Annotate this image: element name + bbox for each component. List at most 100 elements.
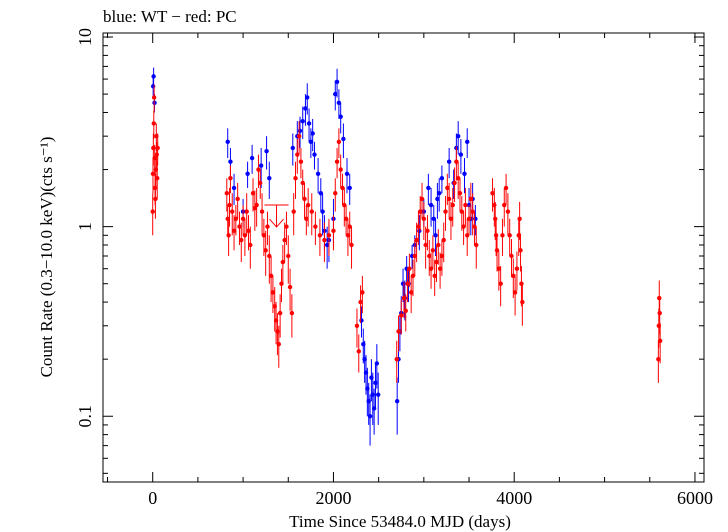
data-point bbox=[315, 171, 321, 176]
data-point bbox=[437, 266, 443, 271]
data-point bbox=[338, 167, 343, 172]
data-point bbox=[151, 95, 157, 100]
data-point bbox=[249, 155, 255, 161]
data-point bbox=[276, 341, 281, 347]
data-point bbox=[309, 209, 314, 214]
data-point bbox=[500, 233, 505, 238]
data-point bbox=[374, 361, 380, 366]
data-point bbox=[356, 349, 361, 354]
data-point bbox=[233, 216, 239, 221]
data-point bbox=[466, 216, 472, 221]
data-point bbox=[349, 242, 354, 248]
data-point bbox=[334, 79, 340, 85]
data-point bbox=[358, 299, 363, 305]
data-point bbox=[286, 253, 291, 259]
data-point bbox=[459, 209, 464, 214]
x-axis-title: Time Since 53484.0 MJD (days) bbox=[289, 512, 511, 531]
data-point bbox=[457, 191, 463, 196]
data-point bbox=[401, 295, 407, 301]
data-point bbox=[468, 196, 474, 202]
data-point bbox=[445, 185, 450, 191]
data-point bbox=[295, 152, 300, 157]
data-point bbox=[446, 196, 452, 202]
data-point bbox=[268, 273, 274, 279]
data-point bbox=[310, 131, 315, 136]
data-point bbox=[502, 202, 507, 208]
data-point bbox=[520, 299, 525, 305]
data-point bbox=[155, 176, 160, 181]
data-point bbox=[492, 202, 497, 208]
data-point bbox=[461, 224, 466, 229]
data-point bbox=[340, 185, 345, 191]
data-point bbox=[306, 121, 312, 126]
data-point bbox=[224, 191, 230, 196]
data-point bbox=[428, 202, 434, 208]
data-point bbox=[336, 139, 342, 145]
data-point bbox=[419, 196, 425, 202]
data-point bbox=[258, 163, 264, 168]
axis-tick-labels: 0 2000 4000 6000 0.1 1 10 bbox=[75, 28, 713, 508]
data-point bbox=[405, 281, 410, 286]
data-point bbox=[154, 152, 159, 157]
data-point bbox=[336, 100, 342, 105]
data-point bbox=[425, 228, 430, 234]
y-axis-title: Count Rate (0.3−10.0 keV)(cts s⁻¹) bbox=[37, 137, 56, 378]
data-point bbox=[333, 191, 338, 196]
data-point bbox=[237, 224, 242, 229]
data-point bbox=[300, 118, 305, 124]
data-point bbox=[300, 180, 305, 186]
data-point bbox=[414, 237, 419, 243]
data-point bbox=[434, 259, 439, 265]
data-point bbox=[282, 237, 287, 243]
data-point bbox=[465, 139, 470, 145]
plot-frame bbox=[102, 32, 705, 483]
data-point bbox=[280, 259, 286, 265]
data-point bbox=[254, 202, 259, 208]
data-point bbox=[230, 209, 235, 214]
y-tick-label: 1 bbox=[75, 222, 95, 231]
data-point bbox=[367, 414, 373, 419]
x-tick-label: 4000 bbox=[496, 488, 532, 508]
data-point bbox=[153, 196, 158, 202]
data-point bbox=[417, 228, 422, 234]
data-point bbox=[474, 242, 479, 248]
data-point bbox=[431, 216, 436, 221]
data-point bbox=[322, 237, 327, 243]
y-tick-label: 0.1 bbox=[75, 405, 95, 428]
data-point bbox=[436, 191, 442, 196]
data-point bbox=[287, 284, 293, 290]
x-tick-label: 6000 bbox=[677, 488, 713, 508]
data-point bbox=[360, 290, 365, 295]
data-point bbox=[151, 74, 156, 79]
data-point bbox=[657, 310, 662, 316]
data-point bbox=[463, 202, 468, 208]
data-point bbox=[494, 248, 500, 253]
data-point bbox=[656, 356, 661, 362]
data-point bbox=[240, 216, 246, 221]
data-point bbox=[408, 290, 414, 295]
data-point bbox=[304, 216, 309, 221]
data-point bbox=[242, 233, 248, 238]
data-point bbox=[514, 266, 520, 271]
data-point bbox=[305, 95, 310, 100]
data-point bbox=[318, 191, 324, 196]
data-point bbox=[399, 313, 404, 318]
data-point bbox=[324, 242, 330, 248]
data-point bbox=[261, 233, 267, 238]
data-point bbox=[347, 224, 352, 229]
data-point bbox=[151, 121, 156, 126]
data-point bbox=[458, 152, 464, 157]
data-point bbox=[511, 273, 516, 279]
data-point bbox=[308, 139, 314, 145]
x-tick-label: 2000 bbox=[315, 488, 351, 508]
data-point bbox=[334, 159, 340, 164]
data-point bbox=[441, 237, 446, 243]
data-point bbox=[436, 242, 441, 248]
data-point bbox=[439, 176, 445, 181]
data-point bbox=[470, 209, 475, 214]
data-point bbox=[259, 209, 265, 214]
data-point bbox=[416, 224, 421, 229]
data-point bbox=[326, 233, 332, 238]
data-point bbox=[472, 224, 477, 229]
data-point bbox=[226, 233, 231, 238]
